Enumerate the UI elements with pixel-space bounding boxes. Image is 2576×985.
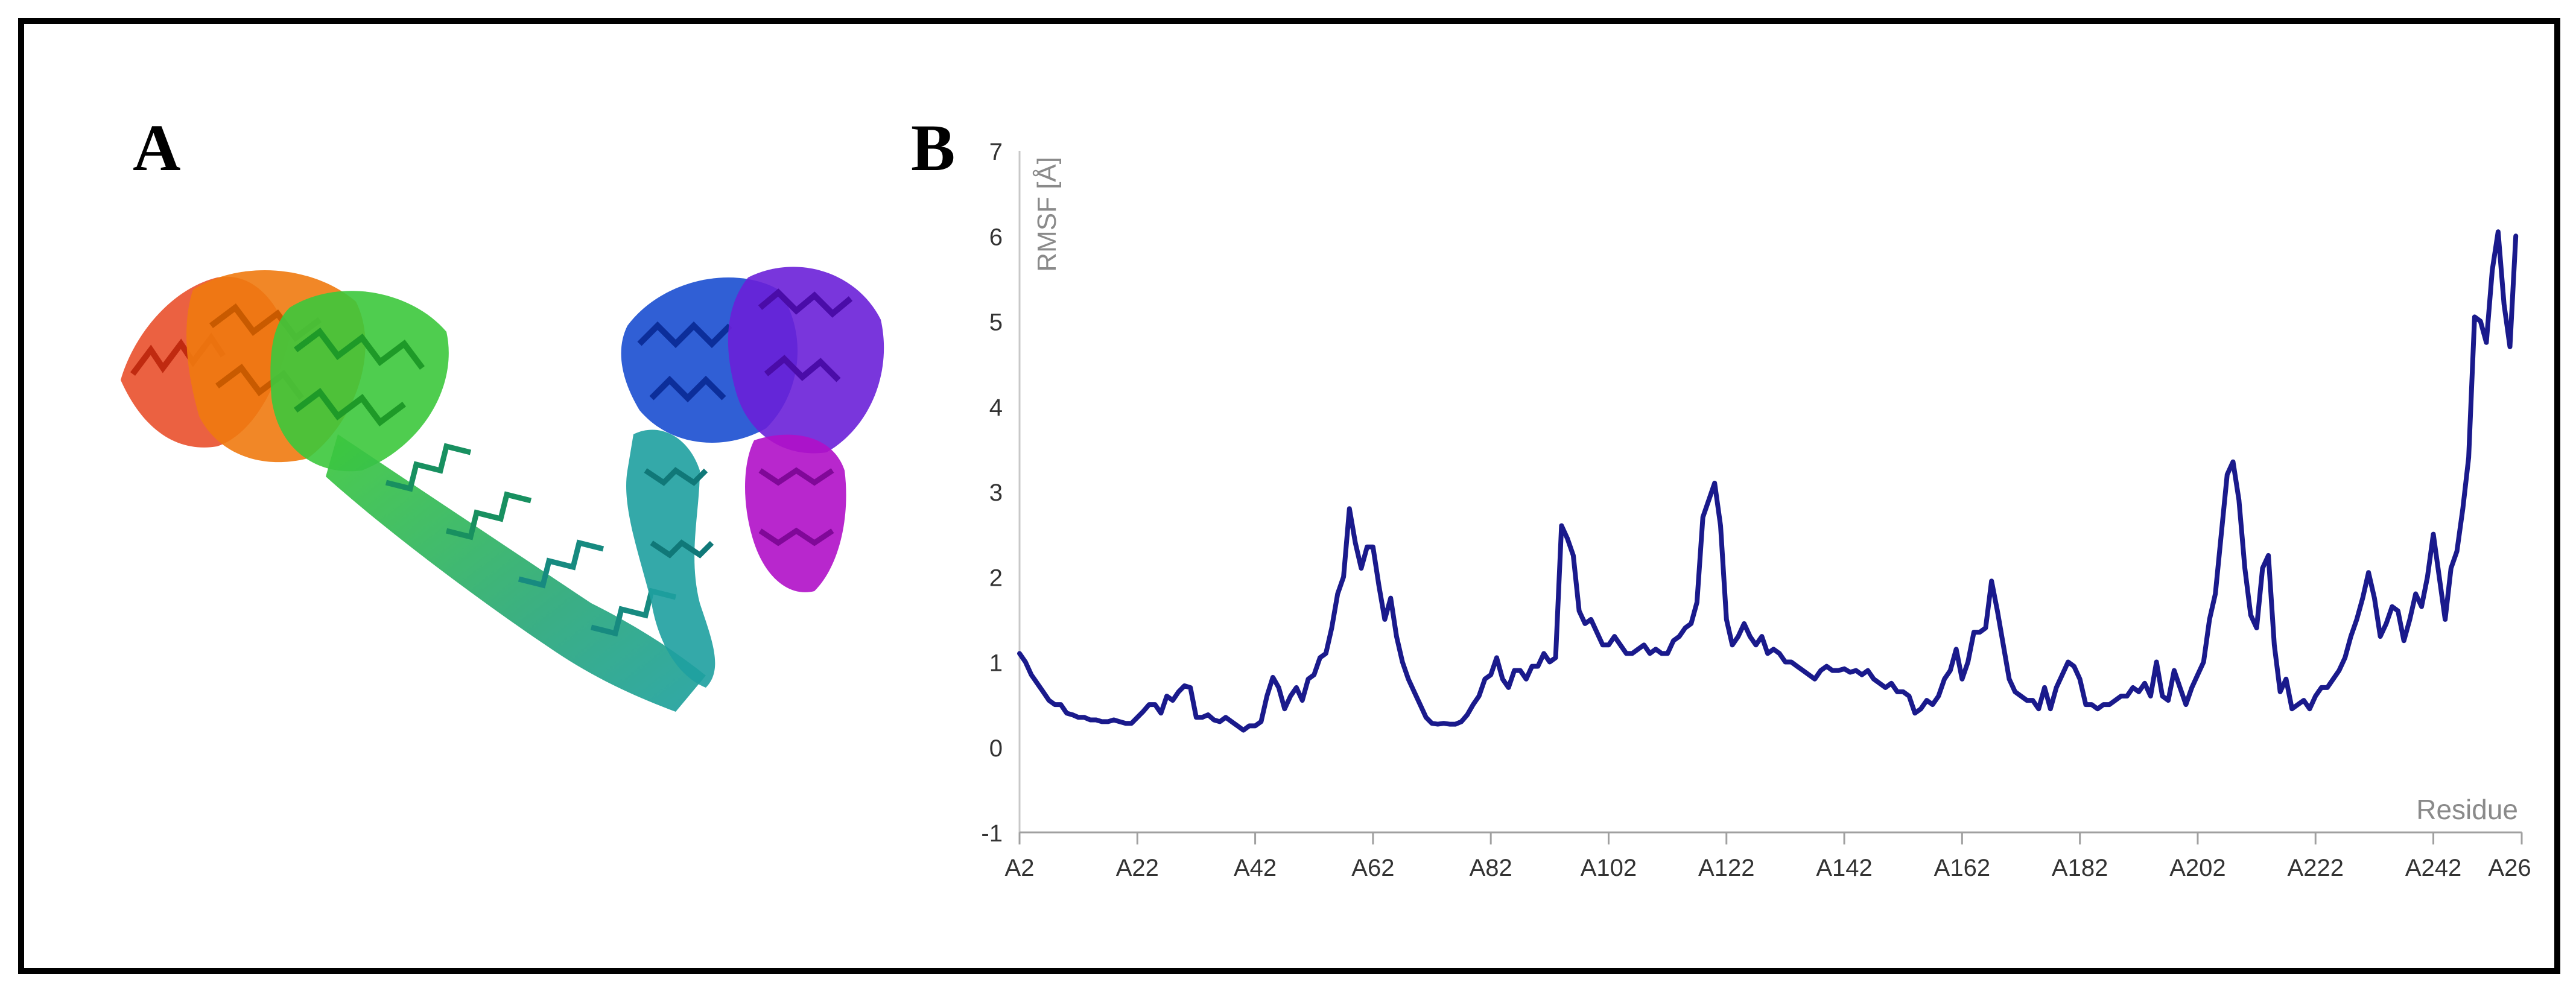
panel-b-label: B [911,111,956,185]
y-axis-ticks: -1 0 1 2 3 4 5 6 7 [981,139,1003,847]
x-tick-label: A142 [1816,855,1872,881]
teal-domain [626,429,715,688]
y-tick-label: 7 [989,139,1003,165]
x-tick-label: A182 [2052,855,2108,881]
y-tick-label: 3 [989,480,1003,506]
protein-ribbon-structure-icon [121,267,884,712]
series-line-rmsf [1017,229,2519,733]
rmsf-chart: -1 0 1 2 3 4 5 6 7 A2 A22 A42 A62 A82 A102 A122 A142 A16… [981,139,2531,881]
y-tick-label: 1 [989,650,1003,677]
x-tick-label: A26 [2488,855,2531,881]
figure-frame: A B [18,18,2560,974]
x-axis-label: Residue [2416,794,2518,825]
x-tick-label: A162 [1934,855,1990,881]
y-tick-label: 6 [989,224,1003,250]
x-tick-label: A22 [1116,855,1159,881]
magenta-domain [745,434,846,592]
y-tick-label: 4 [989,394,1003,421]
x-tick-label: A202 [2169,855,2225,881]
panel-a-label: A [133,111,181,185]
x-tick-label: A122 [1698,855,1754,881]
purple-domain [728,267,884,454]
x-tick-label: A82 [1470,855,1512,881]
y-tick-label: 2 [989,565,1003,591]
x-tick-label: A242 [2405,855,2461,881]
green-domain [270,291,449,472]
x-tick-label: A42 [1234,855,1277,881]
x-tick-label: A2 [1005,855,1035,881]
x-tick-label: A62 [1351,855,1394,881]
y-axis-label: RMSF [Å] [1032,157,1062,272]
y-tick-label: 5 [989,309,1003,336]
y-tick-label: 0 [989,735,1003,762]
x-tick-label: A222 [2288,855,2344,881]
x-axis-ticks: A2 A22 A42 A62 A82 A102 A122 A142 A162 A182 A202 A2… [1005,832,2531,881]
y-tick-label: -1 [981,820,1003,847]
x-tick-label: A102 [1581,855,1637,881]
